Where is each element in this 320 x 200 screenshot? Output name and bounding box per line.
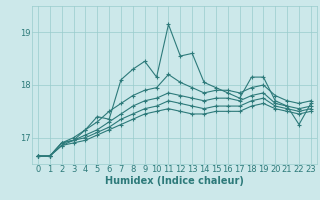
X-axis label: Humidex (Indice chaleur): Humidex (Indice chaleur) (105, 176, 244, 186)
